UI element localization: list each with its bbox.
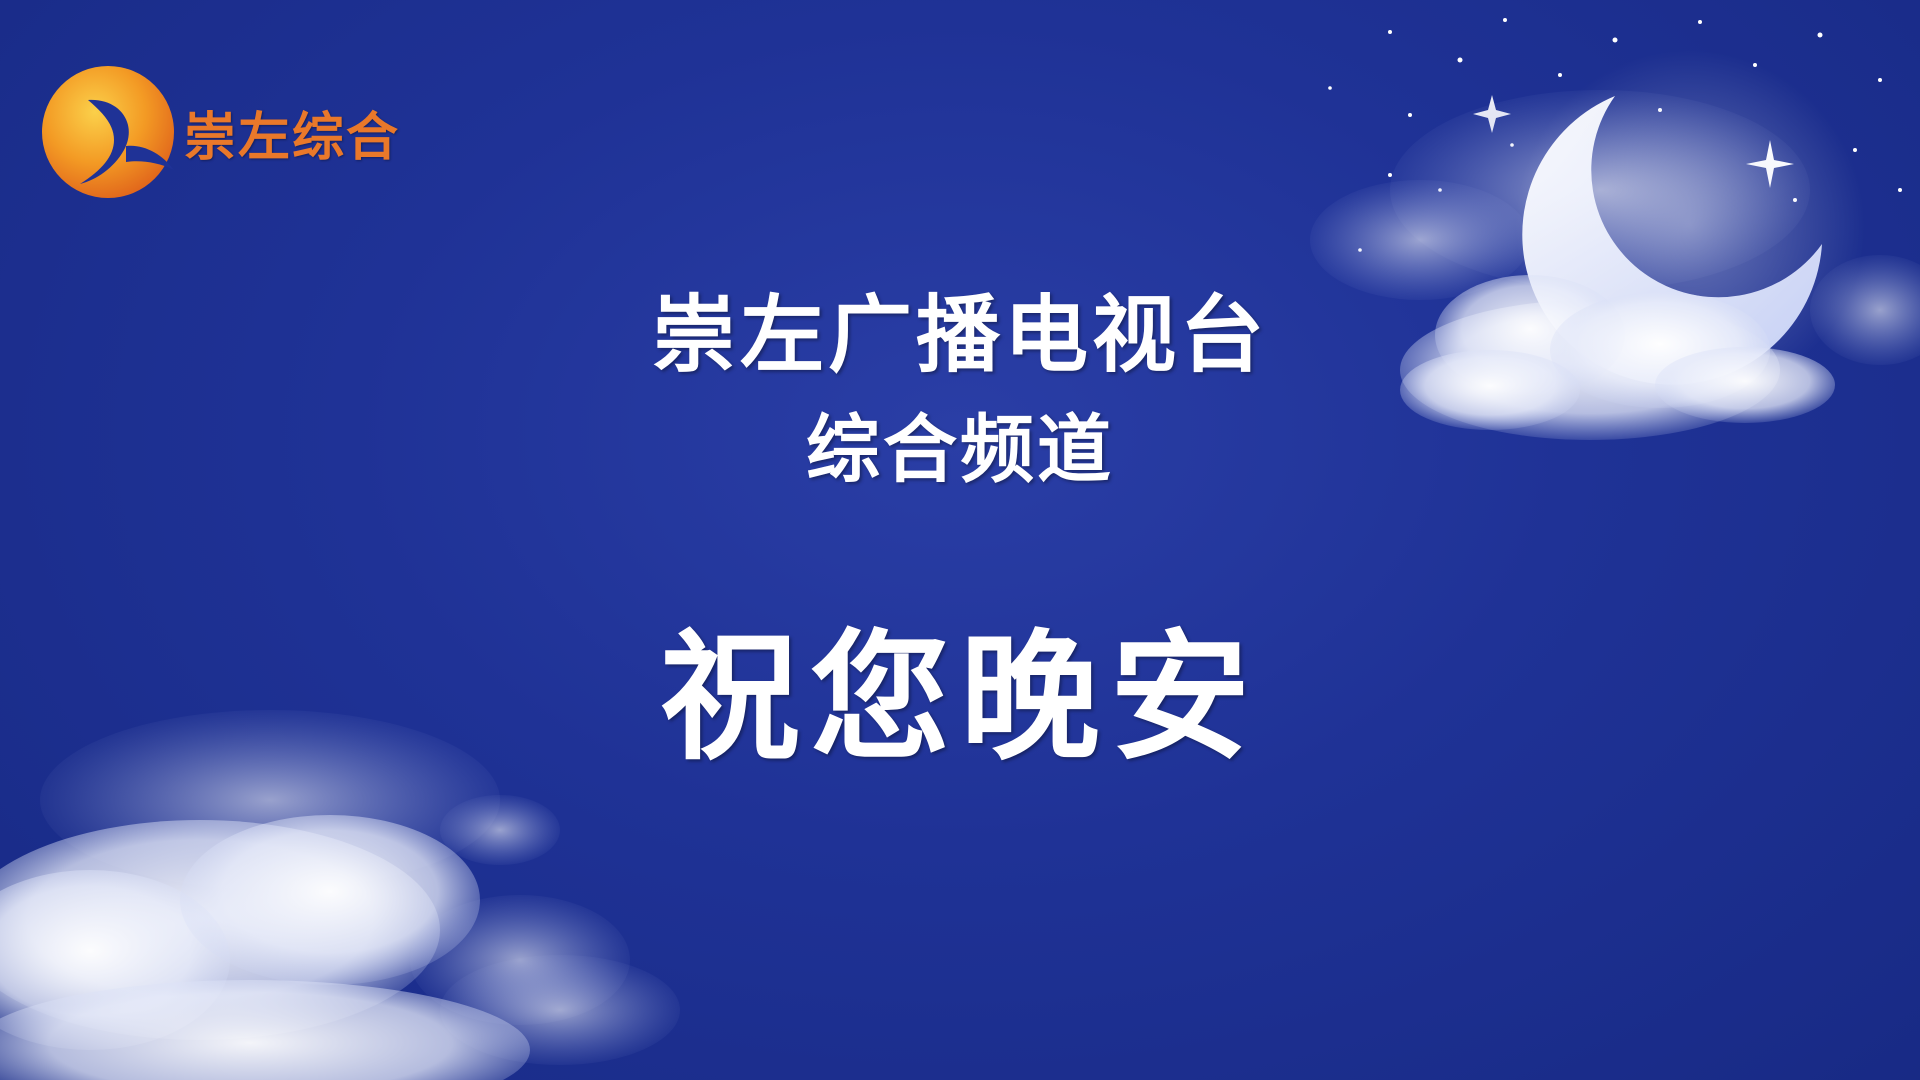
channel-logo-icon: [42, 66, 174, 198]
channel-name: 综合频道: [806, 407, 1114, 493]
channel-logo: 崇左综合: [40, 62, 400, 202]
station-name: 崇左广播电视台: [651, 286, 1268, 384]
lower-left-clouds: [0, 710, 680, 1080]
channel-logo-text: 崇左综合: [184, 107, 401, 168]
greeting-text: 祝您晚安: [659, 617, 1260, 780]
cloud-icon: [1400, 275, 1835, 440]
